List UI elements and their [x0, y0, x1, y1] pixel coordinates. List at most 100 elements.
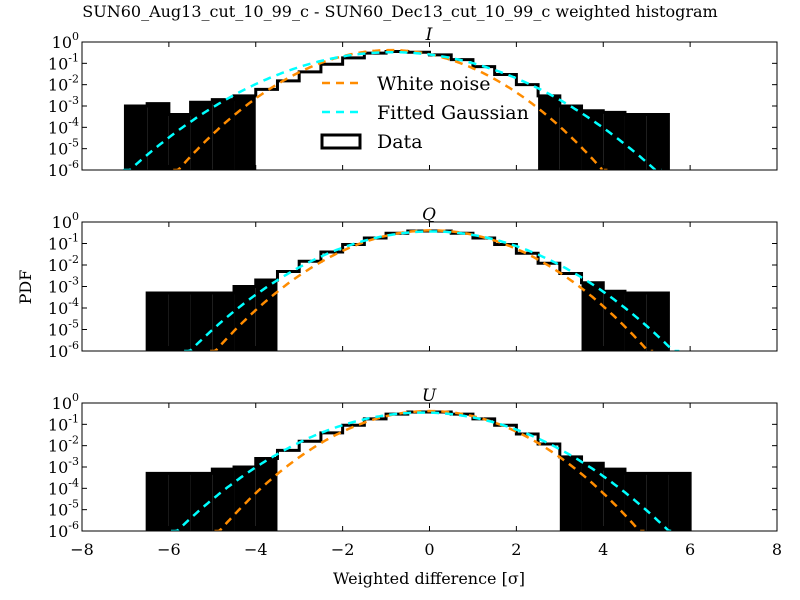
y-tick-label: 10-1: [48, 232, 79, 254]
y-tick-exponent: -5: [68, 318, 79, 331]
data-bar: [646, 292, 669, 351]
data-bar: [255, 458, 278, 531]
data-bar: [668, 473, 691, 531]
y-tick-exponent: -2: [68, 73, 79, 86]
y-tick-label: 100: [52, 391, 79, 413]
data-bar: [212, 469, 235, 531]
y-tick-exponent: -2: [68, 253, 79, 266]
y-tick-label: 10-4: [48, 115, 79, 137]
plot-area: [145, 409, 692, 531]
x-tick-label: −6: [157, 540, 181, 559]
data-bar: [168, 292, 191, 351]
data-bar: [212, 99, 235, 170]
y-tick-label: 10-1: [48, 412, 79, 434]
panel-title: Q: [422, 205, 436, 225]
data-bar: [603, 291, 625, 351]
y-tick-label: 10-3: [48, 275, 79, 297]
x-tick-label: −4: [244, 540, 268, 559]
x-tick-label: 4: [598, 540, 608, 559]
y-tick-exponent: -2: [68, 434, 79, 447]
data-bar: [190, 102, 213, 170]
data-bar: [603, 469, 625, 531]
y-tick-label: 10-2: [48, 434, 79, 456]
y-tick-exponent: -6: [68, 339, 79, 352]
y-tick-exponent: -1: [68, 412, 79, 425]
data-bar: [624, 114, 647, 170]
y-tick-label: 10-4: [48, 296, 79, 318]
y-tick-label: 10-6: [48, 158, 79, 180]
y-tick-exponent: -3: [68, 275, 79, 288]
data-bar: [168, 114, 191, 170]
y-tick-exponent: -4: [68, 115, 79, 128]
y-tick-exponent: -1: [68, 51, 79, 64]
data-bar: [147, 473, 169, 531]
y-tick-label: 10-5: [48, 318, 79, 340]
y-tick-label: 10-6: [48, 339, 79, 361]
legend-label: Fitted Gaussian: [377, 102, 529, 124]
y-tick-exponent: -6: [68, 519, 79, 532]
y-tick-exponent: 0: [72, 210, 79, 223]
y-tick-exponent: 0: [72, 391, 79, 404]
data-bar: [581, 463, 604, 531]
legend-swatch-data: [320, 133, 362, 150]
y-tick-label: 10-6: [48, 519, 79, 541]
panel-title: U: [422, 386, 437, 406]
white-noise-curve: [214, 409, 645, 531]
y-tick-exponent: -3: [68, 455, 79, 468]
fitted-gaussian-curve: [123, 50, 662, 170]
y-tick-label: 10-3: [48, 455, 79, 477]
data-bar: [559, 456, 582, 531]
data-bar: [581, 110, 604, 170]
y-tick-exponent: -4: [68, 296, 79, 309]
x-tick-label: 2: [511, 540, 521, 559]
data-bar: [603, 112, 625, 170]
y-tick-exponent: -3: [68, 94, 79, 107]
data-bar: [624, 292, 647, 351]
y-tick-label: 100: [52, 210, 79, 232]
data-bar: [646, 473, 669, 531]
data-histogram: [145, 229, 670, 351]
y-tick-exponent: -4: [68, 476, 79, 489]
x-tick-label: −8: [70, 540, 94, 559]
chart-title: SUN60_Aug13_cut_10_99_c - SUN60_Dec13_cu…: [82, 2, 717, 21]
fitted-gaussian-curve: [184, 230, 680, 351]
data-bar: [125, 106, 148, 170]
data-bar: [147, 103, 169, 170]
data-bar: [538, 95, 560, 170]
legend: White noise Fitted Gaussian Data: [320, 73, 529, 153]
y-tick-label: 10-2: [48, 73, 79, 95]
white-noise-curve: [210, 229, 654, 351]
y-tick-exponent: -5: [68, 137, 79, 150]
y-tick-label: 10-5: [48, 137, 79, 159]
white-noise-curve: [173, 48, 608, 170]
x-tick-label: 8: [772, 540, 782, 559]
y-tick-label: 10-4: [48, 476, 79, 498]
data-bar: [234, 95, 256, 170]
y-tick-label: 10-1: [48, 51, 79, 73]
legend-label: Data: [377, 131, 423, 153]
data-bar: [646, 114, 669, 170]
panel-title: I: [425, 25, 433, 45]
x-tick-label: 6: [685, 540, 695, 559]
y-tick-exponent: -6: [68, 158, 79, 171]
data-bar: [190, 473, 213, 531]
data-bar: [234, 467, 256, 531]
y-tick-exponent: 0: [72, 30, 79, 43]
y-tick-label: 10-5: [48, 498, 79, 520]
y-tick-exponent: -5: [68, 498, 79, 511]
data-bar: [147, 292, 169, 351]
plot-area: [145, 229, 680, 351]
fitted-gaussian-curve: [171, 411, 675, 531]
data-bar: [255, 280, 278, 351]
data-bar: [190, 292, 213, 351]
x-tick-label: −2: [331, 540, 355, 559]
y-tick-label: 100: [52, 30, 79, 52]
legend-label: White noise: [377, 73, 491, 95]
x-tick-label: 0: [424, 540, 434, 559]
data-bar: [168, 473, 191, 531]
